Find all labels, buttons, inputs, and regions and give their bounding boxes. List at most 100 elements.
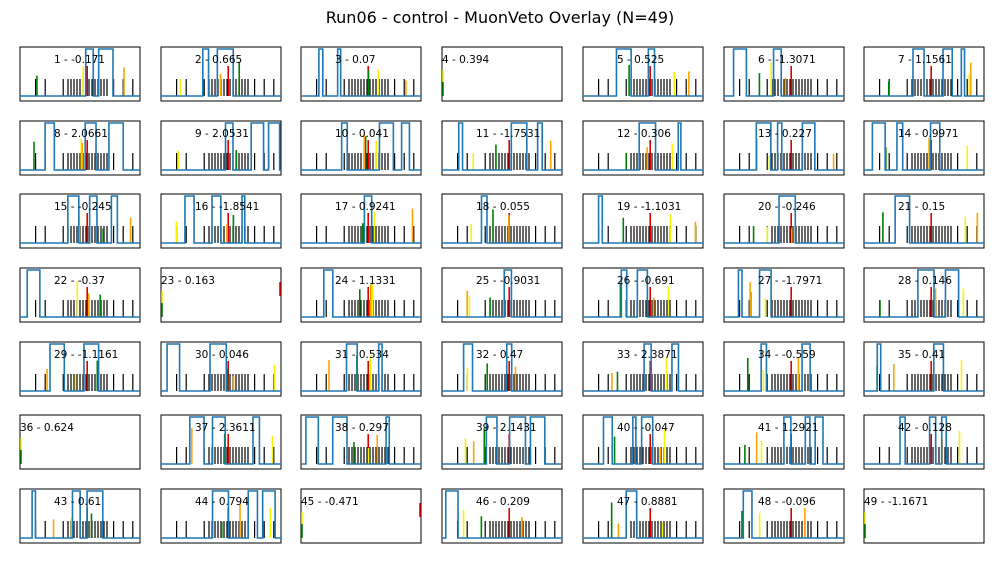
subplot-label: 6 - -1.3071 — [758, 54, 816, 66]
subplot-6: 6 - -1.3071 — [723, 46, 845, 102]
trace-line — [20, 48, 140, 97]
subplot-31: 31 - 0.534 — [300, 341, 422, 397]
subplot-label: 45 - -0.471 — [301, 496, 359, 508]
subplot-13: 13 - 0.227 — [723, 120, 845, 176]
trace-line — [583, 48, 703, 97]
subplot-label: 42 - 0.128 — [898, 422, 952, 434]
chart-title: Run06 - control - MuonVeto Overlay (N=49… — [325, 8, 675, 27]
subplot-5: 5 - 0.525 — [582, 46, 704, 102]
subplot-label: 18 - 0.055 — [476, 201, 530, 213]
subplot-34: 34 - -0.559 — [723, 341, 845, 397]
subplot-35: 35 - 0.41 — [863, 341, 985, 397]
trace-line — [724, 490, 844, 539]
subplot-label: 23 - 0.163 — [161, 275, 215, 287]
trace-line — [161, 195, 281, 244]
subplot-label: 11 - -1.7531 — [476, 128, 540, 140]
trace-line — [724, 416, 844, 465]
trace-line — [161, 122, 281, 171]
subplot-27: 27 - -1.7971 — [723, 267, 845, 323]
subplot-label: 26 - -0.691 — [617, 275, 675, 287]
subplot-15: 15 - -0.245 — [19, 193, 141, 249]
subplot-label: 33 - 2.3871 — [617, 349, 678, 361]
trace-line — [724, 195, 844, 244]
trace-line — [724, 48, 844, 97]
subplot-14: 14 - 0.9971 — [863, 120, 985, 176]
trace-line — [583, 122, 703, 171]
subplot-label: 19 - -1.1031 — [617, 201, 681, 213]
subplot-23: 23 - 0.163 — [160, 267, 282, 323]
subplot-label: 36 - 0.624 — [20, 422, 74, 434]
subplot-25: 25 - -0.9031 — [441, 267, 563, 323]
subplot-24: 24 - 1.1331 — [300, 267, 422, 323]
subplot-36: 36 - 0.624 — [19, 414, 141, 470]
trace-line — [301, 48, 421, 97]
trace-line — [301, 195, 421, 244]
subplot-label: 10 - 0.041 — [335, 128, 389, 140]
trace-line — [864, 343, 984, 392]
subplot-label: 7 - 1.1561 — [898, 54, 952, 66]
subplot-8: 8 - 2.0661 — [19, 120, 141, 176]
trace-line — [724, 122, 844, 171]
subplot-label: 9 - 2.0531 — [195, 128, 249, 140]
subplot-label: 38 - 0.297 — [335, 422, 389, 434]
subplot-label: 46 - 0.209 — [476, 496, 530, 508]
subplot-48: 48 - -0.096 — [723, 488, 845, 544]
subplot-label: 47 - 0.8881 — [617, 496, 678, 508]
trace-line — [442, 269, 562, 318]
subplot-label: 29 - -1.1161 — [54, 349, 118, 361]
trace-line — [864, 122, 984, 171]
subplot-frame — [441, 46, 563, 102]
subplot-30: 30 - 0.046 — [160, 341, 282, 397]
trace-line — [864, 416, 984, 465]
trace-line — [864, 269, 984, 318]
subplot-label: 2 - 0.665 — [195, 54, 242, 66]
subplot-49: 49 - -1.1671 — [863, 488, 985, 544]
subplot-12: 12 - 0.306 — [582, 120, 704, 176]
trace-line — [864, 195, 984, 244]
trace-line — [583, 416, 703, 465]
trace-line — [20, 195, 140, 244]
subplot-frame — [300, 193, 422, 249]
subplot-16: 16 - -1.8541 — [160, 193, 282, 249]
subplot-label: 4 - 0.394 — [442, 54, 490, 66]
subplot-label: 22 - -0.37 — [54, 275, 105, 287]
trace-line — [442, 490, 562, 539]
subplot-label: 8 - 2.0661 — [54, 128, 108, 140]
subplot-frame — [300, 488, 422, 544]
subplot-4: 4 - 0.394 — [441, 46, 563, 102]
subplot-28: 28 - 0.146 — [863, 267, 985, 323]
subplot-label: 21 - 0.15 — [898, 201, 945, 213]
subplot-17: 17 - 0.9241 — [300, 193, 422, 249]
trace-line — [583, 269, 703, 318]
subplot-44: 44 - 0.794 — [160, 488, 282, 544]
subplot-45: 45 - -0.471 — [300, 488, 422, 544]
subplot-label: 16 - -1.8541 — [195, 201, 259, 213]
trace-line — [161, 343, 281, 392]
subplot-20: 20 - -0.246 — [723, 193, 845, 249]
trace-line — [20, 269, 140, 318]
subplot-label: 28 - 0.146 — [898, 275, 952, 287]
subplot-label: 40 - -0.047 — [617, 422, 675, 434]
trace-line — [20, 122, 140, 171]
subplot-label: 5 - 0.525 — [617, 54, 664, 66]
trace-line — [442, 122, 562, 171]
subplot-frame — [19, 414, 141, 470]
subplot-label: 37 - 2.3611 — [195, 422, 256, 434]
trace-line — [301, 269, 421, 318]
subplot-10: 10 - 0.041 — [300, 120, 422, 176]
subplot-label: 39 - 2.1431 — [476, 422, 537, 434]
subplot-22: 22 - -0.37 — [19, 267, 141, 323]
subplot-46: 46 - 0.209 — [441, 488, 563, 544]
subplot-18: 18 - 0.055 — [441, 193, 563, 249]
trace-line — [161, 416, 281, 465]
subplot-label: 35 - 0.41 — [898, 349, 945, 361]
subplot-label: 24 - 1.1331 — [335, 275, 396, 287]
subplot-42: 42 - 0.128 — [863, 414, 985, 470]
trace-line — [161, 48, 281, 97]
subplot-label: 44 - 0.794 — [195, 496, 249, 508]
trace-line — [301, 343, 421, 392]
subplot-40: 40 - -0.047 — [582, 414, 704, 470]
subplot-label: 41 - 1.2921 — [758, 422, 819, 434]
subplot-43: 43 - 0.61 — [19, 488, 141, 544]
